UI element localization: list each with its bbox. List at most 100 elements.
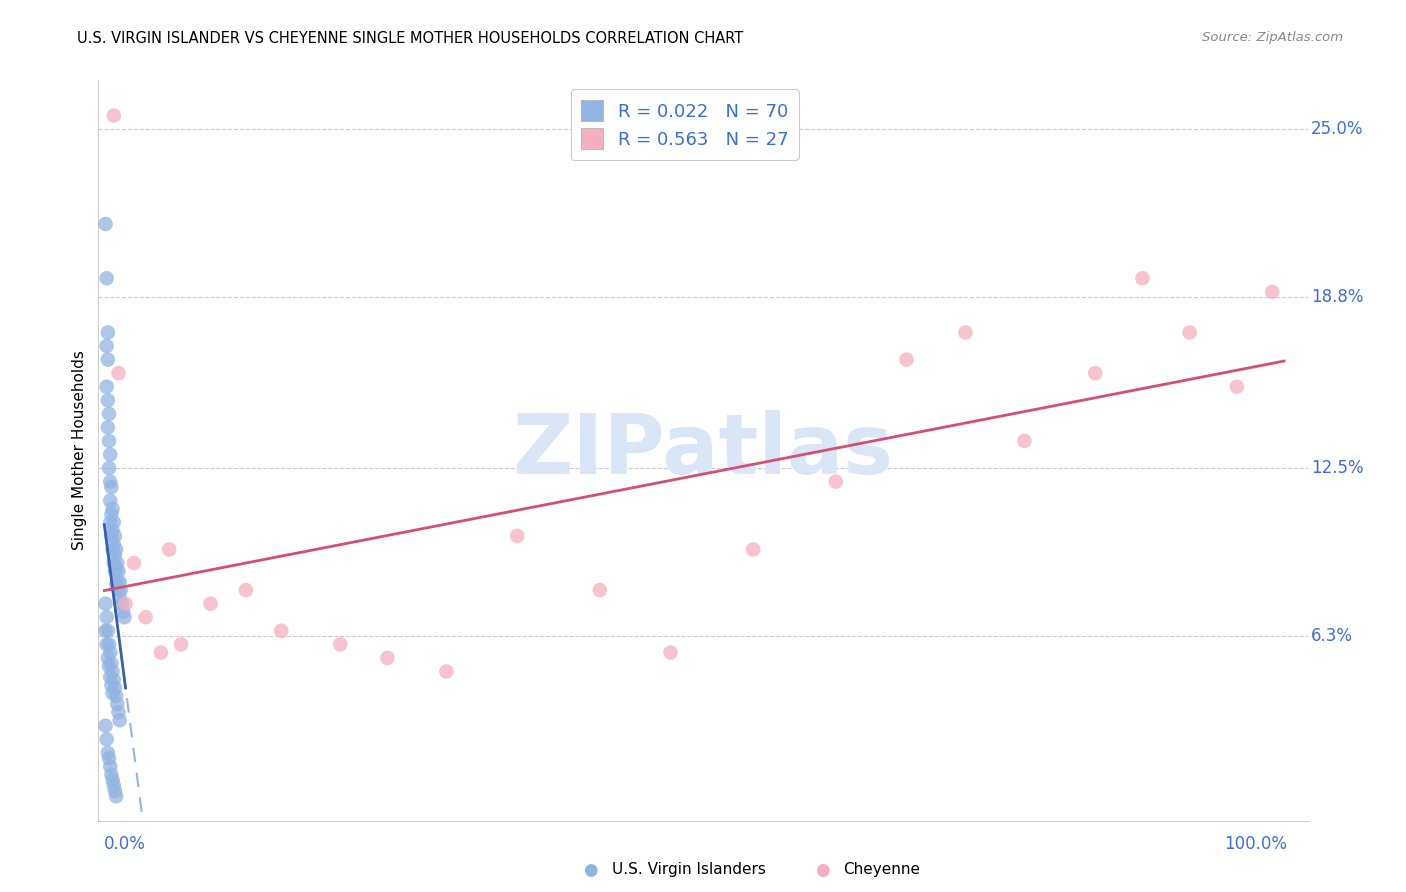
Point — [108, 591, 131, 606]
Point — [955, 326, 977, 340]
Point — [97, 326, 120, 340]
Point — [98, 448, 121, 462]
Point — [589, 583, 612, 598]
Point — [100, 507, 122, 521]
Text: 6.3%: 6.3% — [1312, 627, 1353, 645]
Point — [105, 556, 128, 570]
Point — [506, 529, 529, 543]
Point — [107, 705, 129, 719]
Point — [659, 646, 682, 660]
Point — [110, 583, 132, 598]
Point — [114, 597, 136, 611]
Point — [94, 217, 117, 231]
Point — [105, 697, 128, 711]
Point — [1132, 271, 1154, 285]
Point — [200, 597, 222, 611]
Point — [105, 561, 128, 575]
Point — [97, 651, 120, 665]
Point — [436, 665, 458, 679]
Point — [97, 746, 120, 760]
Text: U.S. VIRGIN ISLANDER VS CHEYENNE SINGLE MOTHER HOUSEHOLDS CORRELATION CHART: U.S. VIRGIN ISLANDER VS CHEYENNE SINGLE … — [77, 31, 744, 46]
Point — [94, 597, 117, 611]
Point — [104, 548, 127, 562]
Point — [105, 577, 128, 591]
Point — [101, 665, 124, 679]
Point — [108, 714, 131, 728]
Legend: R = 0.022   N = 70, R = 0.563   N = 27: R = 0.022 N = 70, R = 0.563 N = 27 — [571, 89, 799, 160]
Point — [97, 352, 120, 367]
Point — [1084, 366, 1107, 380]
Point — [1226, 380, 1249, 394]
Point — [107, 564, 129, 578]
Point — [112, 605, 135, 619]
Text: 12.5%: 12.5% — [1312, 459, 1364, 477]
Point — [105, 789, 128, 804]
Text: ●: ● — [583, 861, 598, 879]
Point — [149, 646, 172, 660]
Y-axis label: Single Mother Households: Single Mother Households — [72, 351, 87, 550]
Point — [96, 271, 118, 285]
Point — [98, 407, 121, 421]
Point — [135, 610, 157, 624]
Point — [97, 624, 120, 638]
Point — [94, 719, 117, 733]
Text: U.S. Virgin Islanders: U.S. Virgin Islanders — [612, 863, 765, 877]
Point — [96, 339, 118, 353]
Point — [235, 583, 257, 598]
Point — [329, 637, 352, 651]
Text: ZIPatlas: ZIPatlas — [513, 410, 893, 491]
Point — [108, 574, 131, 589]
Point — [103, 109, 125, 123]
Point — [98, 516, 121, 530]
Text: 18.8%: 18.8% — [1312, 288, 1364, 306]
Point — [98, 646, 121, 660]
Point — [107, 366, 129, 380]
Point — [1261, 285, 1284, 299]
Point — [170, 637, 193, 651]
Point — [107, 583, 129, 598]
Point — [100, 480, 122, 494]
Point — [98, 434, 121, 448]
Point — [98, 751, 121, 765]
Point — [101, 542, 124, 557]
Point — [896, 352, 918, 367]
Point — [103, 556, 125, 570]
Point — [101, 524, 124, 538]
Text: Cheyenne: Cheyenne — [844, 863, 921, 877]
Text: Source: ZipAtlas.com: Source: ZipAtlas.com — [1202, 31, 1343, 45]
Text: 25.0%: 25.0% — [1312, 120, 1364, 138]
Point — [103, 778, 125, 792]
Point — [824, 475, 846, 489]
Point — [100, 657, 122, 671]
Text: 0.0%: 0.0% — [104, 836, 146, 854]
Point — [94, 624, 117, 638]
Point — [112, 610, 135, 624]
Point — [105, 542, 128, 557]
Point — [100, 767, 122, 781]
Point — [104, 681, 127, 695]
Point — [96, 610, 118, 624]
Point — [101, 772, 124, 787]
Text: ●: ● — [815, 861, 830, 879]
Point — [101, 686, 124, 700]
Point — [103, 516, 125, 530]
Point — [96, 380, 118, 394]
Point — [111, 597, 134, 611]
Point — [104, 784, 127, 798]
Point — [104, 564, 127, 578]
Point — [97, 393, 120, 408]
Point — [377, 651, 399, 665]
Point — [270, 624, 292, 638]
Point — [105, 574, 128, 589]
Point — [96, 637, 118, 651]
Point — [1178, 326, 1201, 340]
Point — [104, 529, 127, 543]
Point — [98, 759, 121, 773]
Point — [1014, 434, 1036, 448]
Point — [742, 542, 765, 557]
Point — [157, 542, 180, 557]
Point — [122, 556, 145, 570]
Point — [101, 501, 124, 516]
Point — [103, 673, 125, 687]
Point — [97, 420, 120, 434]
